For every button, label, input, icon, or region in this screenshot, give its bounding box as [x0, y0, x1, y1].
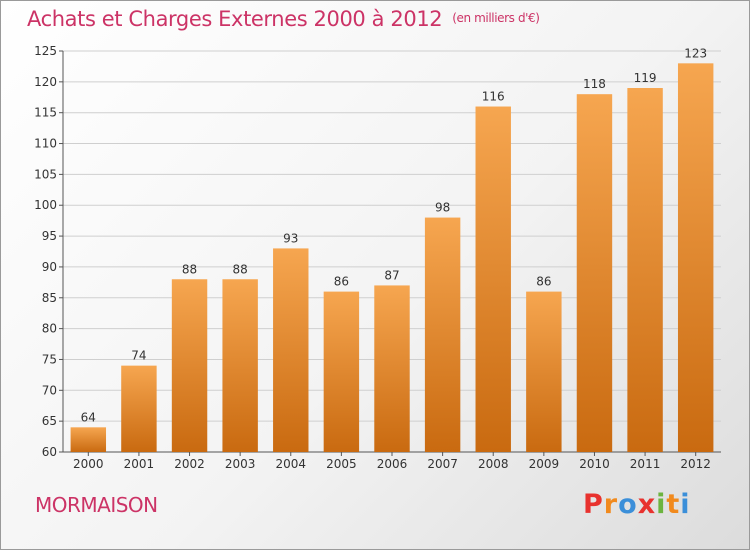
- labels: 60 65 70 75 80 85 90 95 100 105 110 115 120 125 64 2000…: [34, 44, 711, 471]
- bar: [323, 291, 360, 452]
- data-label: 74: [131, 349, 146, 363]
- y-tick-label: 75: [42, 352, 57, 366]
- x-tick-label: 2010: [579, 457, 610, 471]
- y-tick-label: 100: [34, 198, 57, 212]
- logo-letter: i: [680, 489, 691, 520]
- data-label: 93: [283, 231, 298, 245]
- y-tick-label: 85: [42, 291, 57, 305]
- bar: [121, 365, 157, 452]
- data-label: 86: [536, 275, 551, 289]
- y-tick-label: 65: [42, 414, 57, 428]
- y-tick-label: 90: [42, 260, 57, 274]
- bar: [677, 63, 714, 452]
- bar: [70, 427, 107, 452]
- bar: [222, 279, 258, 452]
- x-tick-label: 2000: [73, 457, 104, 471]
- y-tick-label: 95: [42, 229, 57, 243]
- bar: [576, 94, 613, 452]
- proxiti-logo: Proxiti: [583, 489, 691, 520]
- y-tick-label: 80: [42, 322, 57, 336]
- x-tick-label: 2012: [680, 457, 711, 471]
- data-label: 123: [684, 46, 707, 60]
- bar: [171, 279, 208, 452]
- logo-letter: x: [637, 489, 657, 520]
- logo-letter: o: [618, 489, 638, 520]
- logo-letter: P: [583, 489, 604, 520]
- chart-title: Achats et Charges Externes 2000 à 2012 (e…: [27, 7, 540, 31]
- x-tick-label: 2001: [124, 457, 155, 471]
- bar: [526, 291, 562, 452]
- x-tick-label: 2011: [630, 457, 661, 471]
- y-tick-label: 70: [42, 383, 57, 397]
- data-label: 64: [81, 410, 96, 424]
- bar: [424, 217, 461, 452]
- bar: [627, 88, 663, 452]
- x-tick-label: 2004: [275, 457, 306, 471]
- data-label: 87: [384, 268, 399, 282]
- bar: [475, 106, 511, 453]
- place-name: MORMAISON: [35, 493, 158, 517]
- x-tick-label: 2007: [427, 457, 458, 471]
- data-label: 116: [482, 90, 505, 104]
- bars: [70, 63, 714, 453]
- x-tick-label: 2003: [225, 457, 256, 471]
- bar: [273, 248, 309, 452]
- data-label: 118: [583, 77, 606, 91]
- x-tick-label: 2006: [377, 457, 408, 471]
- data-label: 98: [435, 201, 450, 215]
- data-label: 119: [634, 71, 657, 85]
- chart-title-text: Achats et Charges Externes 2000 à 2012: [27, 7, 443, 31]
- y-tick-label: 105: [34, 167, 57, 181]
- x-tick-label: 2009: [529, 457, 560, 471]
- x-tick-label: 2002: [174, 457, 205, 471]
- x-tick-label: 2005: [326, 457, 357, 471]
- y-tick-label: 110: [34, 137, 57, 151]
- chart-unit: (en milliers d'€): [452, 11, 540, 25]
- data-label: 88: [182, 262, 197, 276]
- logo-letter: r: [603, 489, 619, 520]
- x-tick-label: 2008: [478, 457, 509, 471]
- y-tick-label: 120: [34, 75, 57, 89]
- y-tick-label: 60: [42, 445, 57, 459]
- y-tick-label: 125: [34, 44, 57, 58]
- logo-letter: t: [666, 489, 681, 520]
- bar: [374, 285, 410, 452]
- logo-letter: i: [656, 489, 667, 520]
- data-label: 86: [334, 275, 349, 289]
- y-tick-label: 115: [34, 106, 57, 120]
- data-label: 88: [233, 262, 248, 276]
